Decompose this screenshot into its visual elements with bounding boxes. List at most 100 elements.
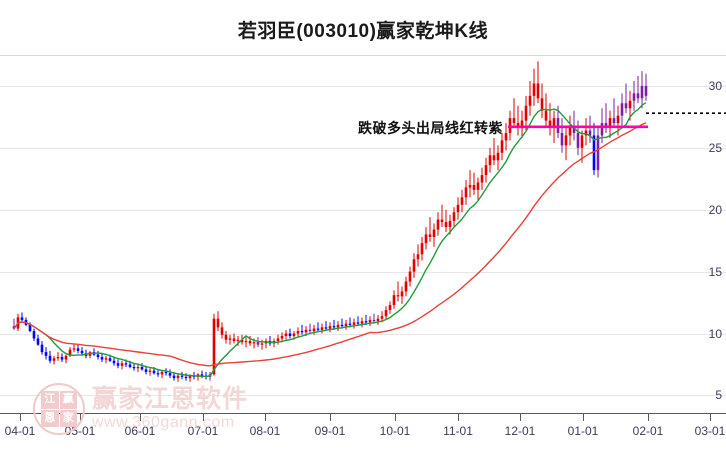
- candle-body: [240, 339, 244, 343]
- candle-body: [560, 132, 564, 146]
- candle-body: [612, 118, 616, 124]
- candle-body: [604, 123, 608, 126]
- candle-body: [460, 197, 464, 205]
- candle-body: [76, 348, 80, 351]
- candle-body: [420, 243, 424, 255]
- candle-body: [632, 93, 636, 101]
- candle-body: [216, 318, 220, 328]
- candle-body: [136, 366, 140, 369]
- candle-body: [108, 358, 112, 361]
- candle-body: [104, 358, 108, 360]
- candle-body: [388, 305, 392, 311]
- candle-body: [296, 331, 300, 334]
- candle-body: [384, 310, 388, 317]
- candle-body: [276, 338, 280, 341]
- candle-body: [312, 328, 316, 332]
- candle-body: [308, 329, 312, 332]
- candle-body: [480, 175, 484, 183]
- candle-body: [520, 120, 524, 129]
- candle-body: [376, 318, 380, 322]
- candle-body: [412, 259, 416, 272]
- annotation-label: 跌破多头出局线红转紫: [358, 119, 503, 136]
- candle-body: [44, 352, 48, 356]
- candle-body: [644, 85, 648, 96]
- x-tick: [330, 414, 331, 421]
- candle-body: [456, 204, 460, 213]
- candle-body: [180, 375, 184, 377]
- candle-body: [48, 355, 52, 361]
- candle-body: [36, 338, 40, 345]
- candle-body: [596, 135, 600, 171]
- candle-body: [544, 110, 548, 121]
- candle-body: [220, 327, 224, 335]
- candle-body: [636, 93, 640, 99]
- candle-body: [200, 374, 204, 376]
- candle-body: [20, 317, 24, 320]
- plot-bottom-axis: [0, 413, 726, 414]
- candle-body: [344, 323, 348, 327]
- x-tick: [20, 414, 21, 421]
- x-tick: [520, 414, 521, 421]
- candle-body: [316, 328, 320, 330]
- candle-body: [396, 295, 400, 297]
- candle-body: [536, 83, 540, 99]
- candle-body: [60, 357, 64, 360]
- candle-body: [564, 135, 568, 146]
- candle-body: [392, 295, 396, 306]
- candle-body: [624, 103, 628, 109]
- candle-body: [484, 165, 488, 176]
- candle-body: [400, 291, 404, 297]
- candle-body: [176, 375, 180, 379]
- gridline-20: [0, 209, 726, 211]
- candle-body: [372, 319, 376, 322]
- x-axis-label: 12-01: [504, 424, 536, 438]
- candle-body: [404, 281, 408, 292]
- candle-body: [348, 323, 352, 325]
- candle-body: [432, 229, 436, 237]
- candle-body: [292, 333, 296, 337]
- candle-body: [96, 354, 100, 358]
- y-axis-label: 15: [708, 264, 722, 279]
- x-tick: [710, 414, 711, 421]
- candle-body: [476, 182, 480, 190]
- gridline-5: [0, 395, 726, 397]
- candle-body: [600, 123, 604, 136]
- candle-body: [28, 324, 32, 332]
- x-tick: [458, 414, 459, 421]
- candle-body: [572, 125, 576, 133]
- candle-body: [252, 342, 256, 344]
- candle-body: [584, 130, 588, 136]
- moving-average-line: [13, 122, 647, 367]
- candle-body: [496, 152, 500, 161]
- candle-body: [184, 376, 188, 379]
- candle-body: [464, 187, 468, 198]
- plot-top-border: [0, 55, 726, 56]
- candle-body: [452, 212, 456, 221]
- candle-body: [588, 130, 592, 136]
- candle-body: [576, 132, 580, 148]
- candle-body: [580, 135, 584, 148]
- candle-body: [156, 373, 160, 375]
- candle-body: [224, 334, 228, 340]
- candle-body: [336, 324, 340, 328]
- candle-body: [144, 369, 148, 372]
- candle-body: [332, 326, 336, 328]
- x-tick: [80, 414, 81, 421]
- candle-body: [12, 326, 16, 329]
- candle-body: [472, 184, 476, 190]
- candle-body: [212, 318, 216, 375]
- candle-body: [168, 373, 172, 376]
- candle-body: [120, 363, 124, 366]
- candle-body: [304, 329, 308, 333]
- x-axis-label: 02-01: [632, 424, 664, 438]
- candle-body: [360, 321, 364, 324]
- candle-body: [68, 349, 72, 356]
- candle-body: [40, 344, 44, 353]
- candle-body: [512, 118, 516, 124]
- candle-body: [72, 348, 76, 350]
- candle-body: [428, 234, 432, 237]
- x-axis-label: 11-01: [443, 424, 473, 438]
- x-tick: [648, 414, 649, 421]
- candle-body: [228, 338, 232, 340]
